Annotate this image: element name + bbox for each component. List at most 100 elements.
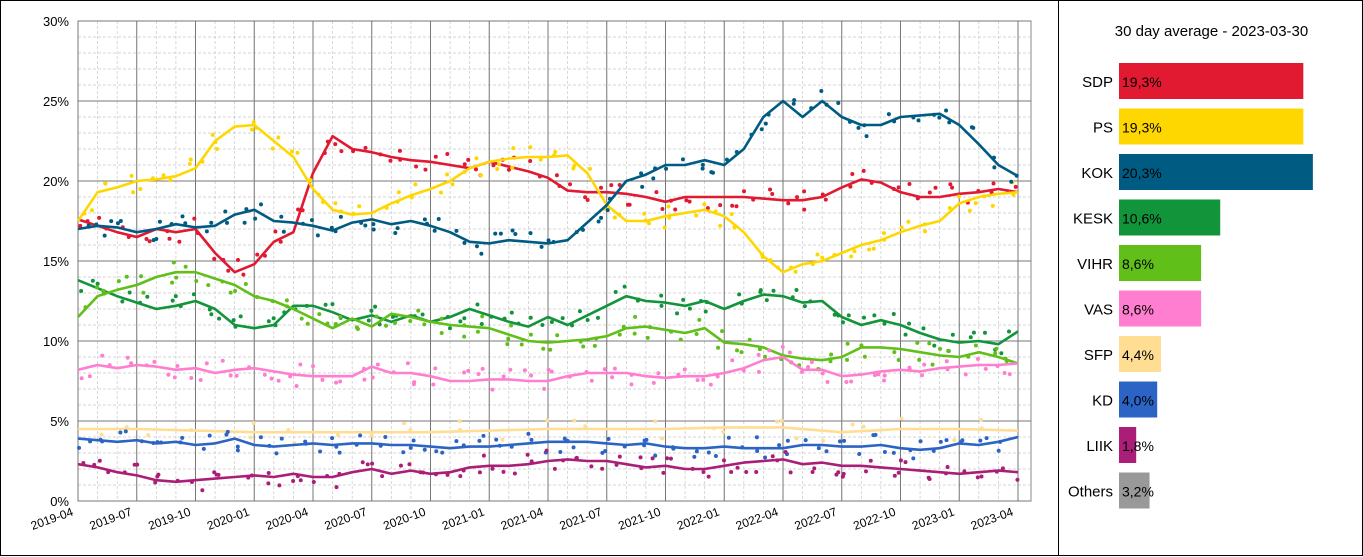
y-tick-label: 15%: [43, 254, 69, 269]
poll-point: [506, 167, 511, 172]
poll-point: [479, 251, 484, 256]
poll-point: [480, 314, 485, 319]
poll-point: [849, 379, 854, 384]
poll-point: [1000, 466, 1005, 471]
poll-point: [462, 316, 467, 321]
poll-point: [273, 229, 278, 234]
poll-point: [493, 231, 498, 236]
bar: [1119, 199, 1221, 236]
poll-point: [490, 387, 495, 392]
series-group: [78, 416, 1019, 446]
poll-point: [600, 466, 605, 471]
poll-point: [873, 432, 878, 437]
y-tick-label: 5%: [50, 414, 69, 429]
poll-point: [198, 377, 203, 382]
poll-point: [388, 158, 393, 163]
poll-point: [170, 280, 175, 285]
poll-point: [973, 201, 978, 206]
x-tick-label: 2023-04: [969, 505, 1015, 533]
poll-point: [494, 437, 499, 442]
poll-point: [118, 219, 123, 224]
poll-point: [857, 452, 862, 457]
poll-point: [718, 223, 723, 228]
poll-point: [238, 314, 243, 319]
poll-point: [423, 167, 428, 172]
poll-point: [927, 341, 932, 346]
poll-point: [886, 112, 891, 117]
poll-point: [241, 272, 246, 277]
poll-point: [978, 438, 983, 443]
poll-point: [770, 454, 775, 459]
poll-point: [1015, 477, 1020, 482]
poll-point: [700, 166, 705, 171]
poll-point: [180, 214, 185, 219]
poll-point: [1009, 179, 1014, 184]
poll-point: [915, 340, 920, 345]
poll-point: [973, 343, 978, 348]
poll-point: [266, 470, 271, 475]
poll-point: [217, 316, 222, 321]
series-group: [77, 260, 1019, 372]
bar-row: Others 3,2%: [1068, 472, 1154, 509]
poll-point: [124, 274, 129, 279]
poll-point: [462, 162, 467, 167]
poll-point: [708, 382, 713, 387]
poll-point: [896, 185, 901, 190]
poll-point: [172, 375, 177, 380]
poll-point: [812, 466, 817, 471]
poll-point: [661, 470, 666, 475]
poll-point: [899, 225, 904, 230]
poll-point: [251, 420, 256, 425]
poll-point: [511, 146, 516, 151]
poll-point: [151, 238, 156, 243]
poll-point: [944, 438, 949, 443]
poll-point: [917, 357, 922, 362]
poll-point: [735, 348, 740, 353]
poll-point: [651, 380, 656, 385]
bar-category-label: VIHR: [1077, 256, 1113, 273]
poll-point: [393, 320, 398, 325]
poll-point: [505, 342, 510, 347]
poll-point: [510, 165, 515, 170]
poll-point: [971, 330, 976, 335]
poll-point: [490, 466, 495, 471]
bar: [1119, 427, 1137, 463]
poll-point: [210, 132, 215, 137]
poll-point: [681, 297, 686, 302]
poll-point: [734, 204, 739, 209]
poll-point: [529, 437, 534, 442]
poll-point: [979, 474, 984, 479]
poll-point: [645, 335, 650, 340]
poll-point: [145, 294, 150, 299]
series-group: [77, 134, 1019, 277]
poll-point: [836, 101, 841, 106]
poll-point: [188, 157, 193, 162]
poll-point: [788, 470, 793, 475]
poll-point: [938, 346, 943, 351]
poll-point: [500, 437, 505, 442]
poll-point: [445, 152, 450, 157]
bar-chart-title: 30 day average - 2023-03-30: [1114, 23, 1309, 40]
poll-point: [249, 127, 254, 132]
poll-point: [726, 435, 731, 440]
poll-point: [585, 197, 590, 202]
poll-point: [882, 378, 887, 383]
poll-point: [825, 380, 830, 385]
poll-point: [665, 456, 670, 461]
poll-point: [599, 215, 604, 220]
poll-point: [916, 118, 921, 123]
poll-point: [622, 284, 627, 289]
poll-point: [545, 418, 550, 423]
poll-point: [462, 334, 467, 339]
poll-point: [371, 222, 376, 227]
poll-point: [235, 448, 240, 453]
poll-point: [975, 475, 980, 480]
poll-point: [87, 374, 92, 379]
poll-point: [856, 125, 861, 130]
series-line: [77, 458, 1019, 484]
poll-point: [944, 108, 949, 113]
y-tick-label: 0%: [50, 494, 69, 509]
poll-point: [602, 367, 607, 372]
poll-point: [383, 434, 388, 439]
bar-value-label: 8,6%: [1122, 302, 1154, 318]
